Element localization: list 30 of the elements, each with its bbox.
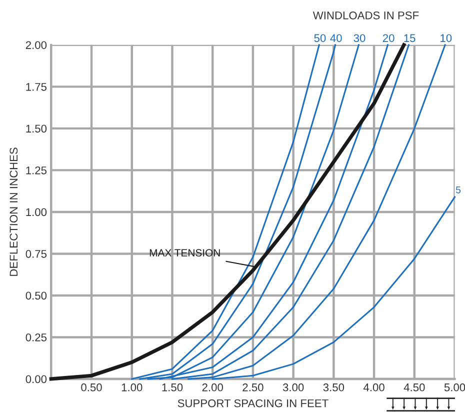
y-tick-label: 1.25 (26, 166, 47, 174)
x-tick-label: 5.00 (444, 383, 465, 392)
x-tick-label: 1.00 (122, 383, 142, 392)
series-label: 15 (404, 34, 416, 42)
x-tick-label: 4.00 (363, 383, 384, 392)
series-label: 40 (330, 34, 342, 42)
series-label: 10 (440, 34, 452, 42)
x-tick-label: 3.00 (282, 383, 304, 392)
legend-title: WINDLOADS IN PSF (312, 11, 419, 20)
x-tick-label: 2.00 (202, 383, 223, 392)
y-tick-label: 2.00 (26, 41, 47, 50)
y-tick-label: 1.50 (26, 124, 47, 133)
y-tick-label: 0.25 (26, 333, 47, 342)
x-axis-title: SUPPORT SPACING IN FEET (178, 399, 328, 408)
series-label: 5 (456, 186, 461, 194)
y-tick-label: 0.00 (26, 375, 47, 384)
series-label: 30 (354, 34, 366, 42)
x-tick-label: 3.50 (323, 383, 344, 392)
x-tick-label: 2.50 (242, 383, 264, 392)
x-tick-label: 1.50 (162, 383, 183, 392)
x-tick-label: 4.50 (404, 383, 425, 392)
x-tick-label: 0.50 (81, 383, 102, 392)
y-tick-label: 1.75 (26, 83, 47, 91)
y-axis-title: DEFLECTION IN INCHES (10, 148, 18, 276)
y-tick-label: 1.00 (26, 208, 47, 216)
series-label: 50 (314, 34, 326, 42)
text: MAX TENSION (150, 249, 220, 257)
y-tick-label: 0.50 (26, 292, 47, 300)
y-tick-label: 0.75 (26, 250, 47, 258)
series-label: 20 (382, 34, 394, 42)
